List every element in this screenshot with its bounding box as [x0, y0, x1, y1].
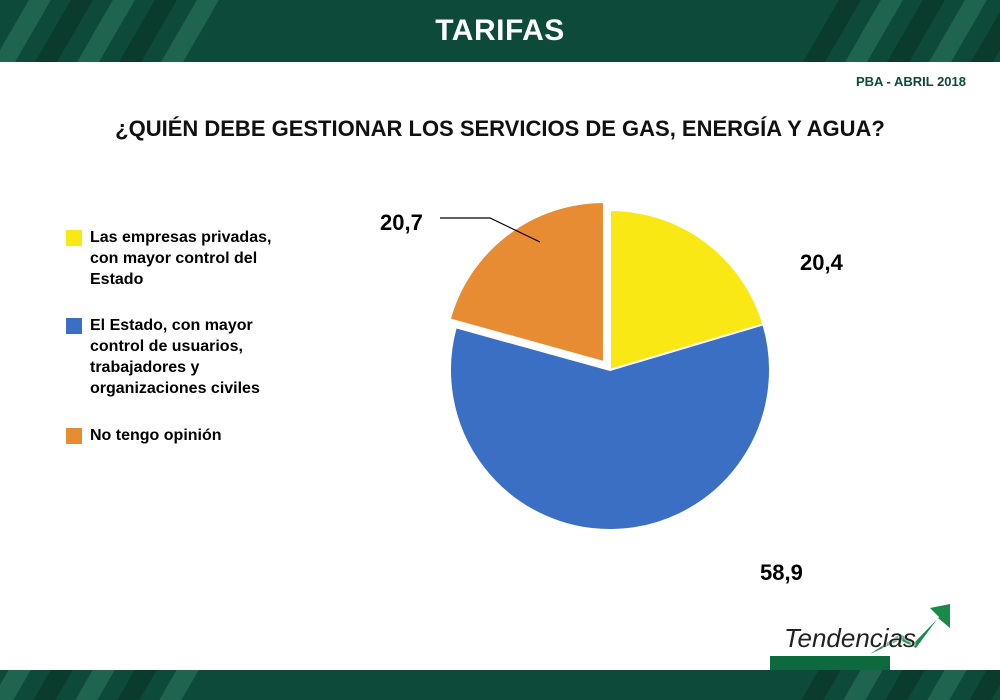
legend-label: No tengo opinión	[90, 426, 222, 447]
legend-label: Las empresas privadas, con mayor control…	[90, 228, 296, 290]
page-title: TARIFAS	[435, 14, 565, 48]
pie-chart: 20,458,920,7	[430, 180, 790, 540]
legend-item: No tengo opinión	[66, 426, 296, 447]
chart-legend: Las empresas privadas, con mayor control…	[66, 228, 296, 472]
header-band: TARIFAS	[0, 0, 1000, 62]
legend-item: El Estado, con mayor control de usuarios…	[66, 316, 296, 399]
value-label-noopinion: 20,7	[380, 210, 423, 236]
survey-question: ¿QUIÉN DEBE GESTIONAR LOS SERVICIOS DE G…	[0, 116, 1000, 142]
date-label: PBA - ABRIL 2018	[856, 74, 966, 89]
legend-item: Las empresas privadas, con mayor control…	[66, 228, 296, 290]
legend-swatch	[66, 230, 82, 246]
value-label-state: 58,9	[760, 560, 803, 586]
value-label-private: 20,4	[800, 250, 843, 276]
header-stripes-right	[800, 0, 1000, 62]
brand-logo-text: Tendencias	[784, 623, 916, 654]
legend-label: El Estado, con mayor control de usuarios…	[90, 316, 296, 399]
chart-area: Las empresas privadas, con mayor control…	[0, 170, 1000, 620]
legend-swatch	[66, 428, 82, 444]
legend-swatch	[66, 318, 82, 334]
footer-band	[0, 670, 1000, 700]
header-stripes-left	[0, 0, 200, 62]
